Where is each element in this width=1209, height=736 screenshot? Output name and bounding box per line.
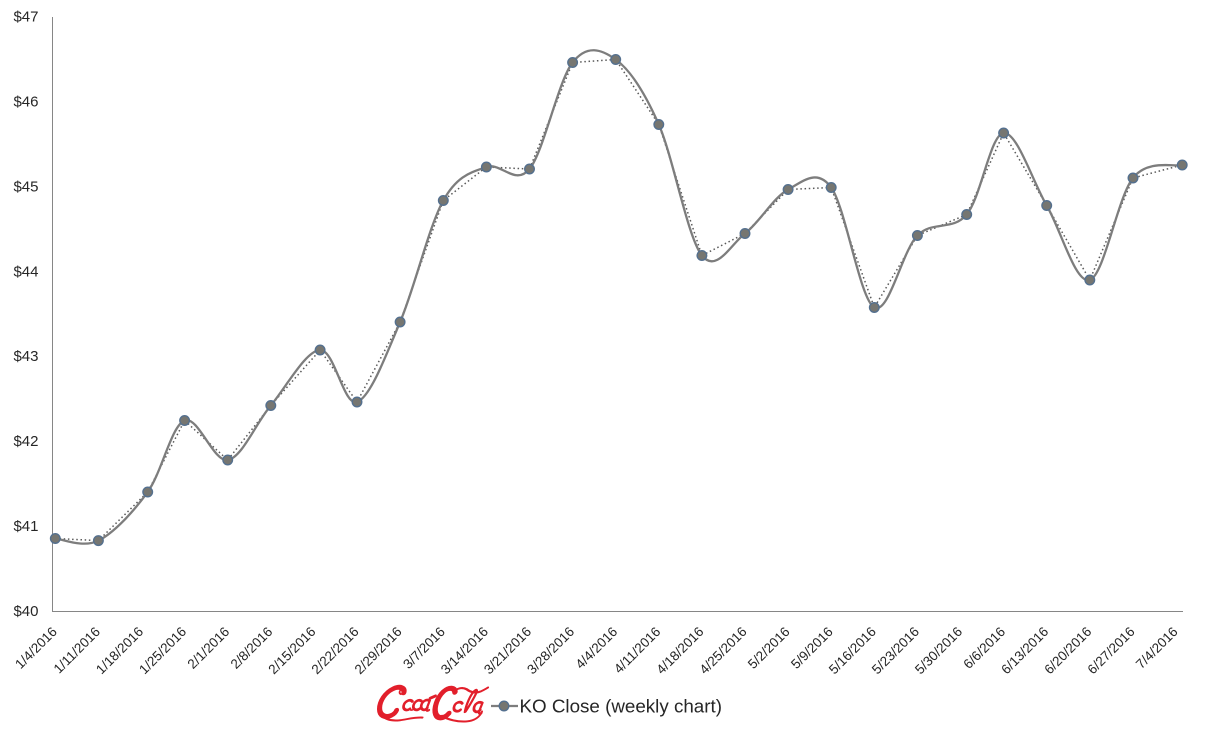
svg-text:$44: $44 (13, 263, 38, 280)
svg-text:$47: $47 (13, 9, 38, 26)
svg-text:$41: $41 (13, 518, 38, 535)
svg-text:$43: $43 (13, 348, 38, 365)
svg-text:$46: $46 (13, 93, 38, 110)
svg-text:$42: $42 (13, 433, 38, 450)
svg-text:KO Close (weekly chart): KO Close (weekly chart) (520, 696, 722, 717)
svg-text:$45: $45 (13, 178, 38, 195)
svg-text:$40: $40 (13, 603, 38, 620)
